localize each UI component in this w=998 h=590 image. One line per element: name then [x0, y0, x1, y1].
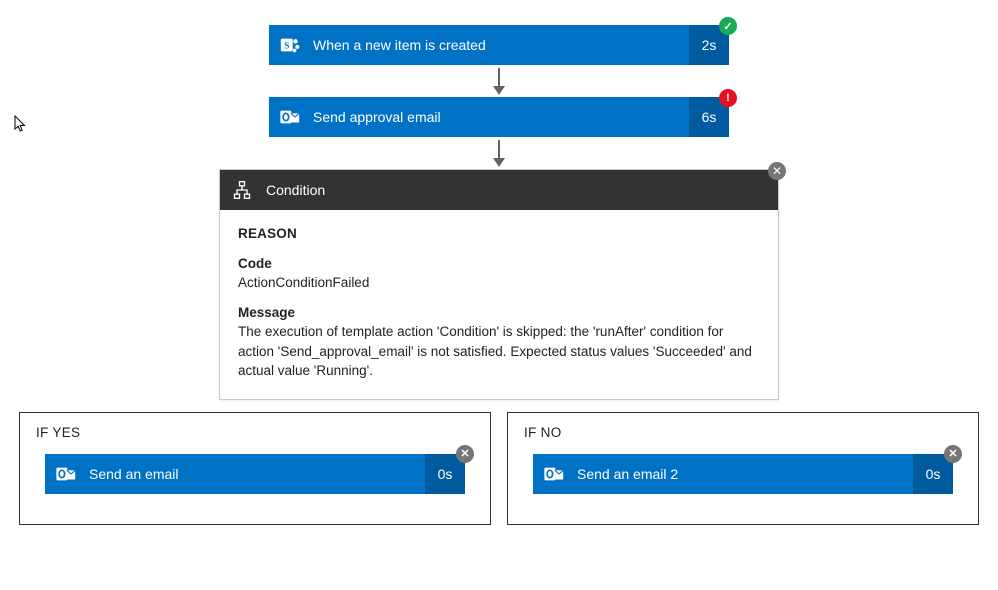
action-send-approval-email[interactable]: Send approval email 6s !	[269, 97, 729, 137]
action-send-email[interactable]: Send an email 0s ✕	[45, 454, 465, 494]
reason-heading: REASON	[238, 224, 760, 244]
yes-action-main: Send an email	[45, 454, 425, 494]
condition-title: Condition	[266, 182, 325, 198]
condition-card[interactable]: ✕ Condition REASON Code ActionConditionF…	[219, 169, 779, 400]
trigger-main: S When a new item is created	[269, 25, 689, 65]
condition-body: REASON Code ActionConditionFailed Messag…	[220, 210, 778, 399]
action1-title: Send approval email	[313, 109, 441, 125]
sharepoint-icon: S	[279, 34, 301, 56]
outlook-icon	[279, 106, 301, 128]
close-icon: ✕	[772, 164, 782, 178]
trigger-title: When a new item is created	[313, 37, 486, 53]
condition-branch-icon	[232, 180, 252, 200]
branch-if-no: IF NO Send an email 2 0s ✕	[507, 412, 979, 525]
outlook-icon	[55, 463, 77, 485]
svg-text:S: S	[284, 41, 289, 51]
code-label: Code	[238, 254, 760, 274]
close-icon: ✕	[460, 447, 469, 460]
code-value: ActionConditionFailed	[238, 273, 760, 293]
action-send-email-2[interactable]: Send an email 2 0s ✕	[533, 454, 953, 494]
branch-yes-label: IF YES	[36, 425, 474, 440]
close-icon: ✕	[948, 447, 957, 460]
status-badge-skipped: ✕	[456, 445, 474, 463]
branch-if-yes: IF YES Send an email 0s ✕	[19, 412, 491, 525]
trigger-card[interactable]: S When a new item is created 2s ✓	[269, 25, 729, 65]
flow-arrow	[493, 137, 505, 169]
message-label: Message	[238, 303, 760, 323]
condition-status-badge: ✕	[768, 162, 786, 180]
no-action-main: Send an email 2	[533, 454, 913, 494]
status-badge-error: !	[719, 89, 737, 107]
yes-action-title: Send an email	[89, 466, 179, 482]
exclamation-icon: !	[726, 92, 730, 104]
status-badge-success: ✓	[719, 17, 737, 35]
branch-no-label: IF NO	[524, 425, 962, 440]
status-badge-skipped: ✕	[944, 445, 962, 463]
message-value: The execution of template action 'Condit…	[238, 322, 760, 381]
condition-header: Condition	[220, 170, 778, 210]
condition-branches: IF YES Send an email 0s ✕ IF NO Send an …	[19, 412, 979, 525]
flow-canvas: S When a new item is created 2s ✓ Send a…	[0, 0, 998, 400]
action1-main: Send approval email	[269, 97, 689, 137]
outlook-icon	[543, 463, 565, 485]
no-action-title: Send an email 2	[577, 466, 678, 482]
check-icon: ✓	[723, 20, 732, 33]
flow-arrow	[493, 65, 505, 97]
